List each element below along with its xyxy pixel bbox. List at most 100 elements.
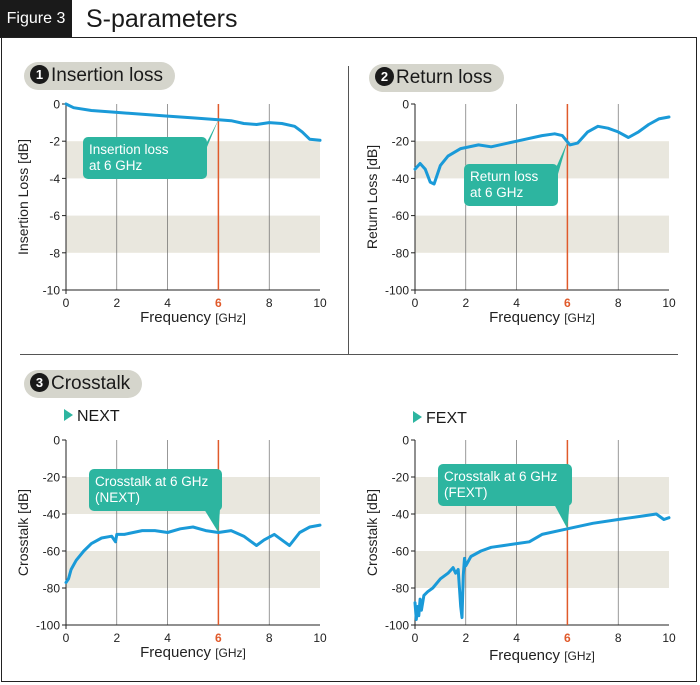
x-tick-label: 0 [63,631,70,645]
y-tick-label: -40 [392,508,410,522]
section-crosstalk: 3 Crosstalk [24,370,143,398]
figure-frame [1,37,697,682]
y-tick-label: -40 [43,508,61,522]
x-tick-label: 8 [266,296,273,310]
section-label-crosstalk: Crosstalk [51,373,131,394]
y-tick-label: -10 [43,284,61,298]
x-axis-title-text: Frequency [489,647,564,664]
triangle-bullet-icon [64,409,73,421]
section-insertion-loss: 1 Insertion loss [24,62,175,90]
series-line-return [413,115,671,186]
x-tick-label: 0 [412,631,419,645]
y-tick-label: -80 [392,246,410,260]
callout-text: at 6 GHz [89,158,143,173]
callout-text: at 6 GHz [470,185,524,200]
number-3-icon: 3 [30,373,49,392]
y-tick-label: -20 [43,471,61,485]
number-1-icon: 1 [30,65,49,84]
y-tick-label: -40 [392,172,410,186]
callout-box [464,164,558,206]
subhead-next-label: NEXT [77,408,120,425]
x-tick-label: 10 [313,296,327,310]
x-tick-label: 8 [615,631,622,645]
x-axis-title: Frequency [GHz] [489,647,595,664]
x-axis-title: Frequency [GHz] [489,309,595,326]
x-axis-title-text: Frequency [140,644,215,661]
y-tick-label: -4 [49,172,60,186]
x-tick-label: 2 [462,296,469,310]
callout-text: Crosstalk at 6 GHz [444,469,558,484]
x-tick-label: 0 [412,296,419,310]
y-tick-label: -8 [49,246,60,260]
callout-box [438,464,572,506]
series-line-next [64,523,322,584]
x-axis-title: Frequency [GHz] [140,644,246,661]
figure-title: S-parameters [86,5,238,33]
y-tick-label: -20 [392,471,410,485]
x-axis-unit: [GHz] [215,646,246,660]
callout-box [83,137,207,179]
y-tick-label: 0 [53,98,60,112]
x-axis-unit: [GHz] [564,649,595,663]
y-axis-title: Crosstalk [dB] [364,489,380,576]
callout-text: Insertion loss [89,142,169,157]
callout-text: (FEXT) [444,485,488,500]
y-axis-title: Crosstalk [dB] [15,489,31,576]
band [415,215,669,253]
x-axis-title-text: Frequency [489,309,564,326]
section-label-insertion-loss: Insertion loss [51,65,163,86]
x-tick-label: 4 [513,631,520,645]
x-tick-label: 6 [215,296,222,310]
x-tick-label: 2 [113,631,120,645]
y-tick-label: -20 [392,135,410,149]
x-axis-unit: [GHz] [564,311,595,325]
y-tick-label: -100 [385,619,409,633]
x-tick-label: 8 [615,296,622,310]
y-tick-label: -80 [43,582,61,596]
y-tick-label: 0 [402,434,409,448]
x-tick-label: 10 [313,631,327,645]
x-tick-label: 2 [462,631,469,645]
x-tick-label: 6 [215,631,222,645]
subhead-fext-label: FEXT [426,410,467,427]
y-tick-label: 0 [53,434,60,448]
y-tick-label: -60 [43,545,61,559]
series-line-insertion [64,102,322,142]
subhead-next: NEXT [64,408,120,426]
callout-text: Return loss [470,169,539,184]
y-tick-label: -80 [392,582,410,596]
triangle-bullet-icon [413,411,422,423]
y-tick-label: 0 [402,98,409,112]
x-tick-label: 4 [513,296,520,310]
x-tick-label: 10 [662,296,676,310]
x-axis-title-text: Frequency [140,309,215,326]
section-return-loss: 2 Return loss [369,64,505,92]
y-tick-label: -6 [49,209,60,223]
y-tick-label: -2 [49,135,60,149]
x-tick-label: 2 [113,296,120,310]
x-tick-label: 10 [662,631,676,645]
y-tick-label: -60 [392,545,410,559]
x-tick-label: 8 [266,631,273,645]
y-tick-label: -60 [392,209,410,223]
x-axis-unit: [GHz] [215,311,246,325]
x-tick-label: 4 [164,296,171,310]
section-label-return-loss: Return loss [396,67,493,88]
callout-text: Crosstalk at 6 GHz [95,474,209,489]
y-axis-title: Insertion Loss [dB] [15,139,31,255]
subhead-fext: FEXT [413,410,467,428]
y-axis-title: Return Loss [dB] [364,145,380,249]
x-tick-label: 0 [63,296,70,310]
x-tick-label: 6 [564,631,571,645]
y-tick-label: -100 [385,284,409,298]
x-tick-label: 6 [564,296,571,310]
series-line-fext [413,512,671,621]
callout-box [89,469,222,511]
y-tick-label: -100 [36,619,60,633]
band [66,215,320,253]
